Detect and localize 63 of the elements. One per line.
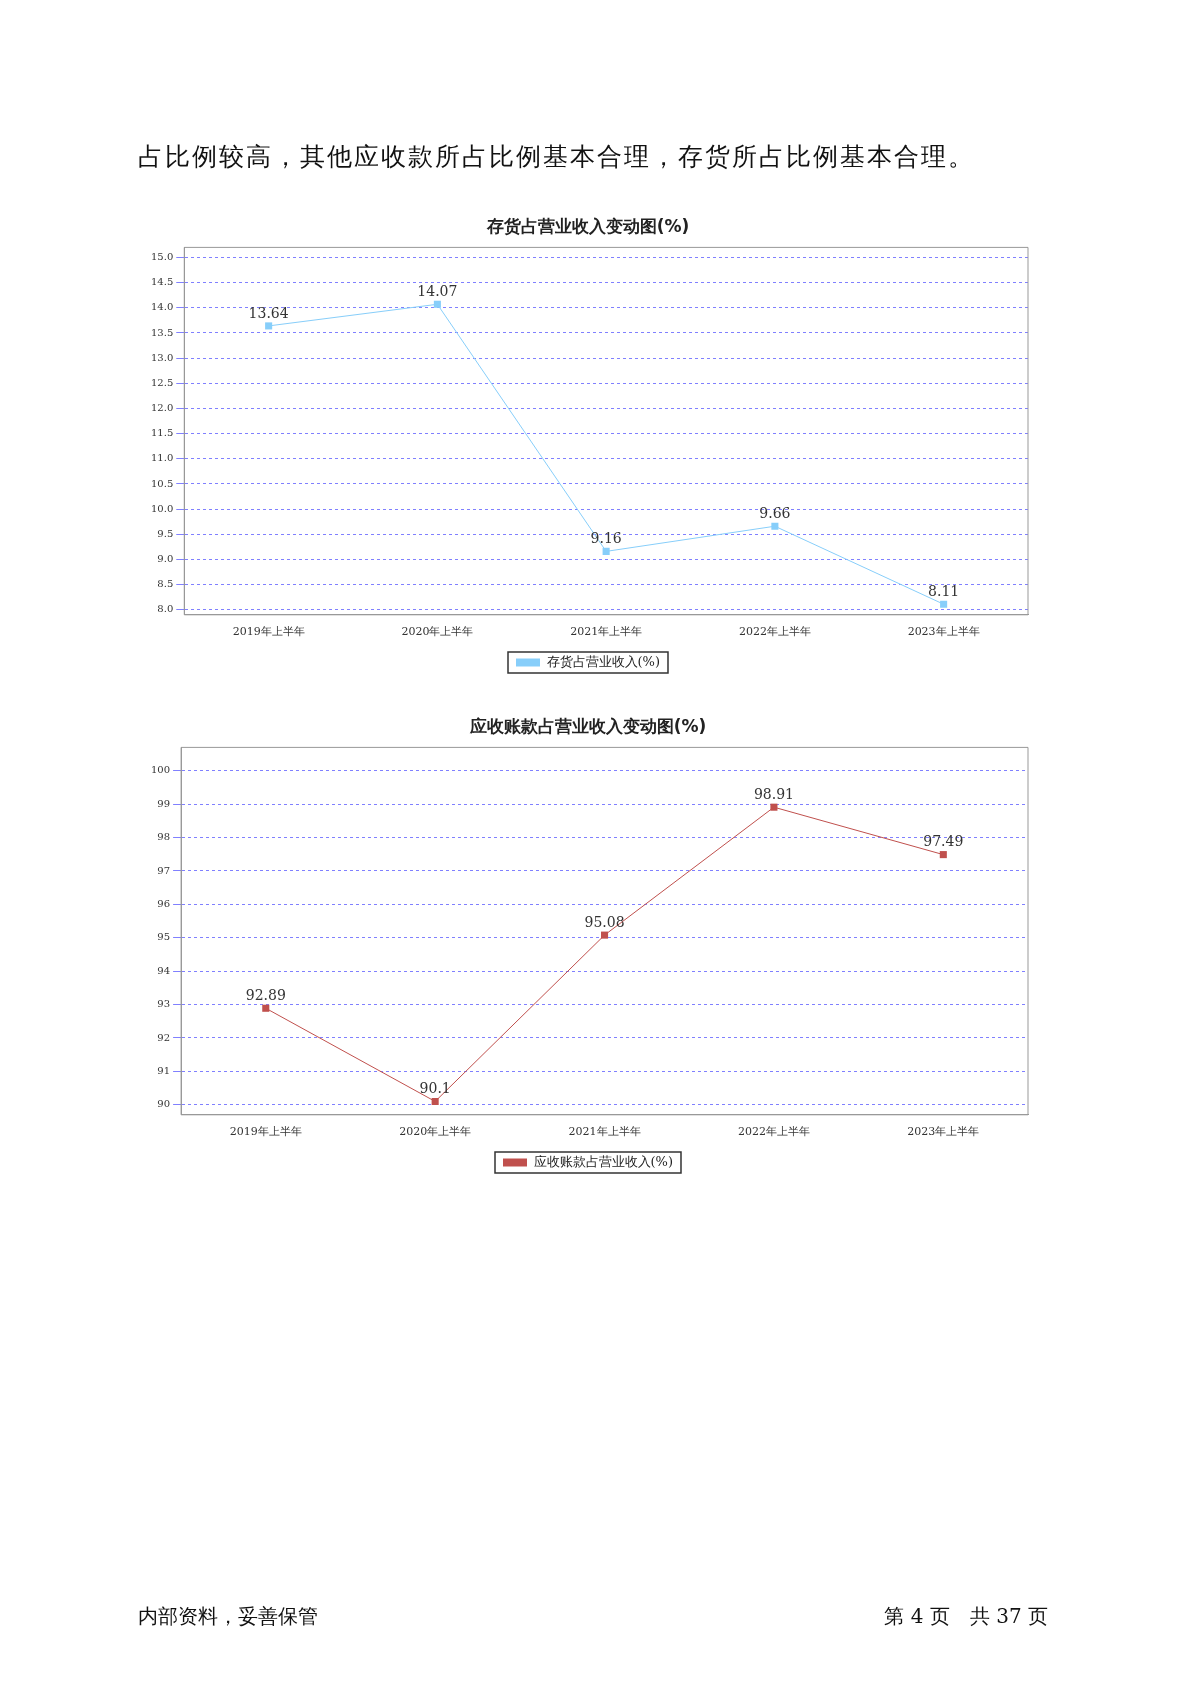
y-tick-label: 14.0 [151,301,174,313]
point [940,600,948,608]
y-tick-label: 13.5 [151,326,174,338]
text: 第 4 页 共 37 页 [884,1603,1048,1630]
y-tick-label: 94 [157,964,171,976]
y-tick-label: 95 [157,931,171,943]
y-tick-label: 96 [157,897,171,909]
data-label: 14.07 [417,282,458,299]
x-tick-label: 2022年上半年 [738,625,811,639]
y-tick-label: 98 [157,831,171,843]
x-tick-label: 2020年上半年 [401,625,474,639]
point [433,300,441,308]
chart-title: 应收账款占营业收入变动图(%) [468,715,707,736]
data-label: 98.91 [753,785,794,802]
point [771,522,779,530]
chart-title: 存货占营业收入变动图(%) [485,215,690,236]
data-label: 8.11 [928,582,960,599]
data-label: 13.64 [248,304,289,321]
point [262,1004,270,1012]
point [770,803,778,811]
x-tick-label: 2023年上半年 [907,1125,980,1139]
x-tick-label: 2022年上半年 [737,1125,810,1139]
y-tick-label: 91 [157,1064,171,1076]
x-tick-label: 2021年上半年 [570,625,643,639]
data-label: 97.49 [923,833,964,850]
data-label: 90.1 [419,1080,451,1097]
legend-label: 存货占营业收入(%) [546,653,660,669]
y-tick-label: 11.0 [151,452,174,464]
x-tick-label: 2023年上半年 [907,625,980,639]
data-label: 92.89 [245,986,286,1003]
y-tick-label: 8.0 [157,603,174,615]
point [939,851,947,859]
data-label: 9.16 [590,530,622,547]
text: 内部资料，妥善保管 [138,1603,318,1630]
y-tick-label: 10.0 [151,502,174,514]
x-tick-label: 2021年上半年 [568,1125,641,1139]
y-tick-label: 9.0 [157,553,174,565]
y-tick-label: 100 [150,764,171,776]
x-tick-label: 2020年上半年 [399,1125,472,1139]
y-tick-label: 9.5 [157,527,174,539]
data-label: 9.66 [759,504,791,521]
point [265,322,273,330]
y-tick-label: 8.5 [157,578,174,590]
point [601,931,609,939]
data-label: 95.08 [584,913,625,930]
x-tick-label: 2019年上半年 [229,1125,302,1139]
legend-label: 应收账款占营业收入(%) [533,1153,673,1169]
y-tick-label: 12.0 [151,402,174,414]
point [602,547,610,555]
y-tick-label: 11.5 [151,427,174,439]
text: 占比例较高，其他应收款所占比例基本合理，存货所占比例基本合理。 [138,141,976,173]
y-tick-label: 15.0 [151,251,174,263]
y-tick-label: 90 [157,1098,171,1110]
x-tick-label: 2019年上半年 [232,625,305,639]
y-tick-label: 10.5 [151,477,174,489]
y-tick-label: 92 [157,1031,171,1043]
y-tick-label: 12.5 [151,376,174,388]
y-tick-label: 13.0 [151,351,174,363]
y-tick-label: 97 [157,864,171,876]
y-tick-label: 14.5 [151,276,174,288]
y-tick-label: 99 [157,797,171,809]
y-tick-label: 93 [157,998,171,1010]
point [431,1097,439,1105]
